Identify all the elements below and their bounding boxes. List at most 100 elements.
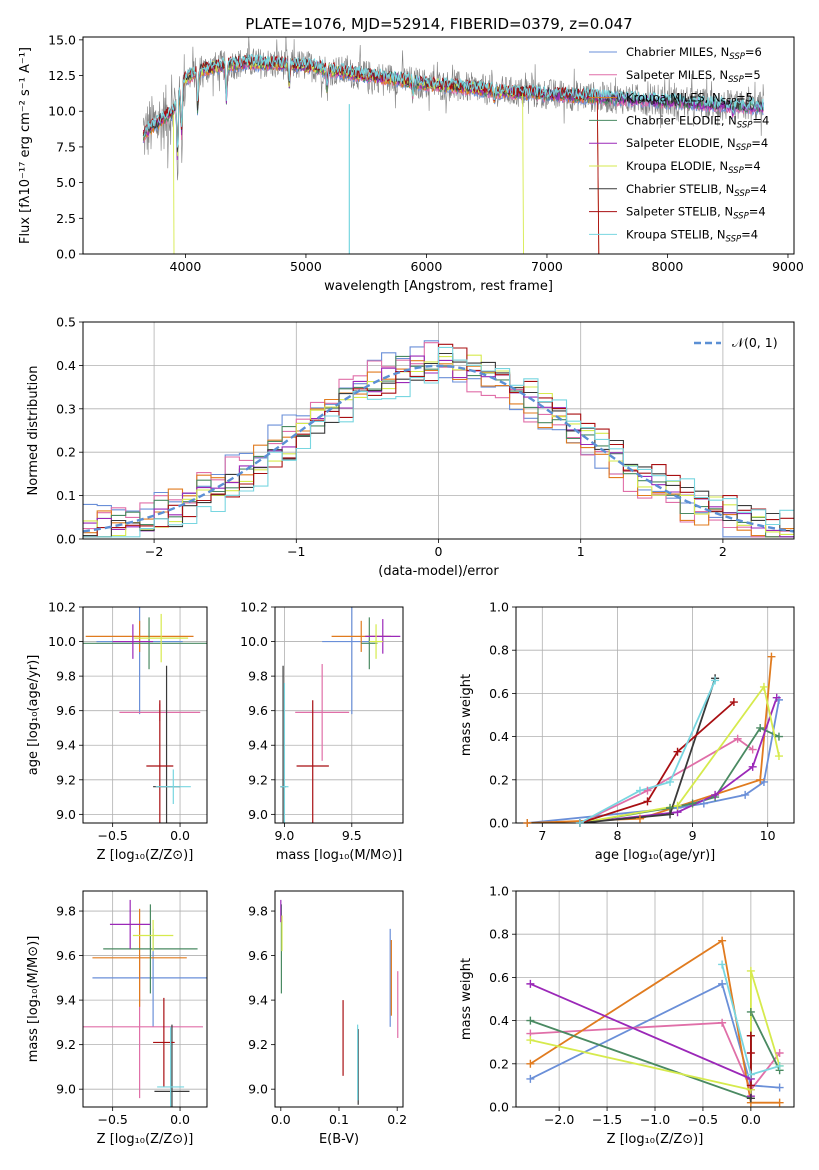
y-tick-label: 0.4: [56, 358, 76, 373]
weight-marker: [774, 732, 783, 741]
legend-label-tail: =6: [745, 45, 762, 59]
legend-label-sub: SSP: [736, 143, 752, 153]
x-axis-label: wavelength [Angstrom, rest frame]: [324, 279, 553, 294]
spectrum-legend: Chabrier MILES, N SSP =6 Salpeter MILES, NS…: [589, 45, 769, 244]
model-line-salpeter_stelib: [142, 54, 600, 254]
legend-label-main: Salpeter STELIB, N: [626, 205, 733, 219]
weight-marker: [718, 960, 727, 969]
y-tick-label: 9.2: [56, 1037, 76, 1052]
hist-step-salpeter_miles: [83, 342, 794, 538]
legend-label-main: Kroupa STELIB, N: [626, 227, 726, 241]
legend-label-main: Salpeter ELODIE, N: [626, 136, 736, 150]
y-tick-label: 10.2: [240, 600, 268, 615]
x-tick-label: −1.5: [592, 1112, 622, 1127]
legend-label-tail: =4: [752, 113, 769, 127]
legend-label: Salpeter MILES, NSSP=5: [626, 68, 761, 85]
x-axis-label: Z [log₁₀(Z/Z⊙)]: [607, 1132, 704, 1147]
axes-frame: [82, 890, 208, 1108]
weight-marker: [774, 752, 783, 761]
axes-frame: [82, 606, 208, 824]
legend-label-sub: SSP: [734, 189, 750, 199]
x-tick-label: −0.5: [97, 828, 127, 843]
y-tick-label: 9.0: [248, 1082, 268, 1097]
y-tick-label: 9.4: [56, 738, 76, 753]
legend-label-tail: =5: [736, 91, 753, 105]
legend-label-main: Chabrier STELIB, N: [626, 182, 734, 196]
plot-area: [280, 607, 401, 823]
weight-marker: [635, 786, 644, 795]
y-tick-label: 9.8: [56, 904, 76, 919]
hist-step-kroupa_stelib: [83, 346, 794, 538]
y-tick-label: 12.5: [48, 68, 76, 83]
weight-line-kroupa_elodie: [530, 970, 781, 1091]
axes-frame: [274, 606, 404, 824]
x-tick-label: 8: [613, 828, 621, 843]
y-tick-label: 9.2: [248, 1037, 268, 1052]
y-tick-label: 0.8: [489, 927, 509, 942]
x-tick-label: 9000: [772, 259, 804, 274]
weight-marker: [746, 1094, 755, 1103]
axis-layer: −0.5 0.0 9.0 9.2 9.4 9.6 9.8 Z [log₁₀(Z/Z⊙)] mas…: [26, 890, 208, 1147]
y-tick-label: 0.5: [56, 315, 76, 330]
x-tick-label: 6000: [411, 259, 443, 274]
x-tick-label: 0.0: [741, 1112, 761, 1127]
y-tick-label: 9.4: [56, 993, 76, 1008]
axes-spectrum: 4000 5000 6000 7000 8000 9000 0.0 2.5 5.0 7.5 10.0…: [18, 32, 804, 294]
weight-marker: [729, 698, 738, 707]
legend-label-sub: SSP: [728, 75, 744, 85]
y-tick-label: 9.4: [248, 738, 268, 753]
plots-layer: 4000 5000 6000 7000 8000 90000.02.55.07.510.0…: [18, 32, 804, 1147]
y-tick-label: 9.8: [248, 904, 268, 919]
weight-marker: [746, 1007, 755, 1016]
y-tick-label: 9.8: [56, 669, 76, 684]
y-tick-label: 10.0: [240, 634, 268, 649]
x-tick-label: −2.0: [544, 1112, 574, 1127]
y-tick-label: 7.5: [56, 139, 76, 154]
y-tick-label: 15.0: [48, 32, 76, 47]
legend-label-tail: =4: [750, 182, 767, 196]
y-tick-label: 9.6: [56, 948, 76, 963]
axes-age_vs_mass: 9.0 9.5 9.0 9.2 9.4 9.6 9.8 10.0 10.2 mass [log₁₀…: [240, 600, 404, 863]
x-tick-label: 8000: [652, 259, 684, 274]
weight-marker: [775, 1083, 784, 1092]
weight-marker: [733, 734, 742, 743]
legend-label-tail: =4: [741, 227, 758, 241]
weight-marker: [673, 801, 682, 810]
weight-marker: [526, 1074, 535, 1083]
weight-marker: [526, 1059, 535, 1068]
y-tick-label: 10.2: [48, 600, 76, 615]
grid-lines: [83, 891, 207, 1107]
y-tick-label: 1.0: [489, 600, 509, 615]
axes-age_vs_z: −0.5 0.0 9.0 9.2 9.4 9.6 9.8 10.0 10.2 Z [log₁₀(Z…: [26, 600, 208, 863]
legend-label: Kroupa MILES, NSSP=5: [626, 91, 753, 108]
x-tick-label: 0.0: [170, 828, 190, 843]
legend-label-sub: SSP: [726, 234, 742, 244]
legend-label-main: Kroupa MILES, N: [626, 91, 721, 105]
x-axis-label: age [log₁₀(age/yr)]: [595, 848, 716, 863]
x-tick-label: −2: [145, 544, 163, 559]
y-tick-label: 0.3: [56, 401, 76, 416]
axes-frame: [515, 606, 795, 824]
x-tick-label: 0.0: [170, 1112, 190, 1127]
y-tick-label: 9.4: [248, 993, 268, 1008]
x-tick-label: −0.5: [688, 1112, 718, 1127]
legend-label: Chabrier ELODIE, NSSP=4: [626, 113, 769, 130]
weight-line-kroupa_stelib: [579, 680, 716, 823]
weight-marker: [756, 723, 765, 732]
weight-marker: [643, 786, 652, 795]
plot-area: [83, 899, 207, 1107]
x-tick-label: 0.0: [271, 1112, 291, 1127]
legend-label-main: Chabrier MILES, N: [626, 45, 729, 59]
x-tick-label: −1.0: [640, 1112, 670, 1127]
weight-marker: [759, 682, 768, 691]
plot-area: [142, 37, 765, 254]
axes-frame: [274, 890, 404, 1108]
weight-line-salpeter_miles: [579, 737, 754, 823]
weight-marker: [523, 819, 532, 827]
y-tick-label: 0.8: [489, 643, 509, 658]
plot-area: [280, 899, 399, 1105]
x-tick-label: 7000: [531, 259, 563, 274]
legend-label-tail: =4: [751, 136, 768, 150]
weight-marker: [775, 1061, 784, 1070]
weight-marker: [746, 966, 755, 975]
